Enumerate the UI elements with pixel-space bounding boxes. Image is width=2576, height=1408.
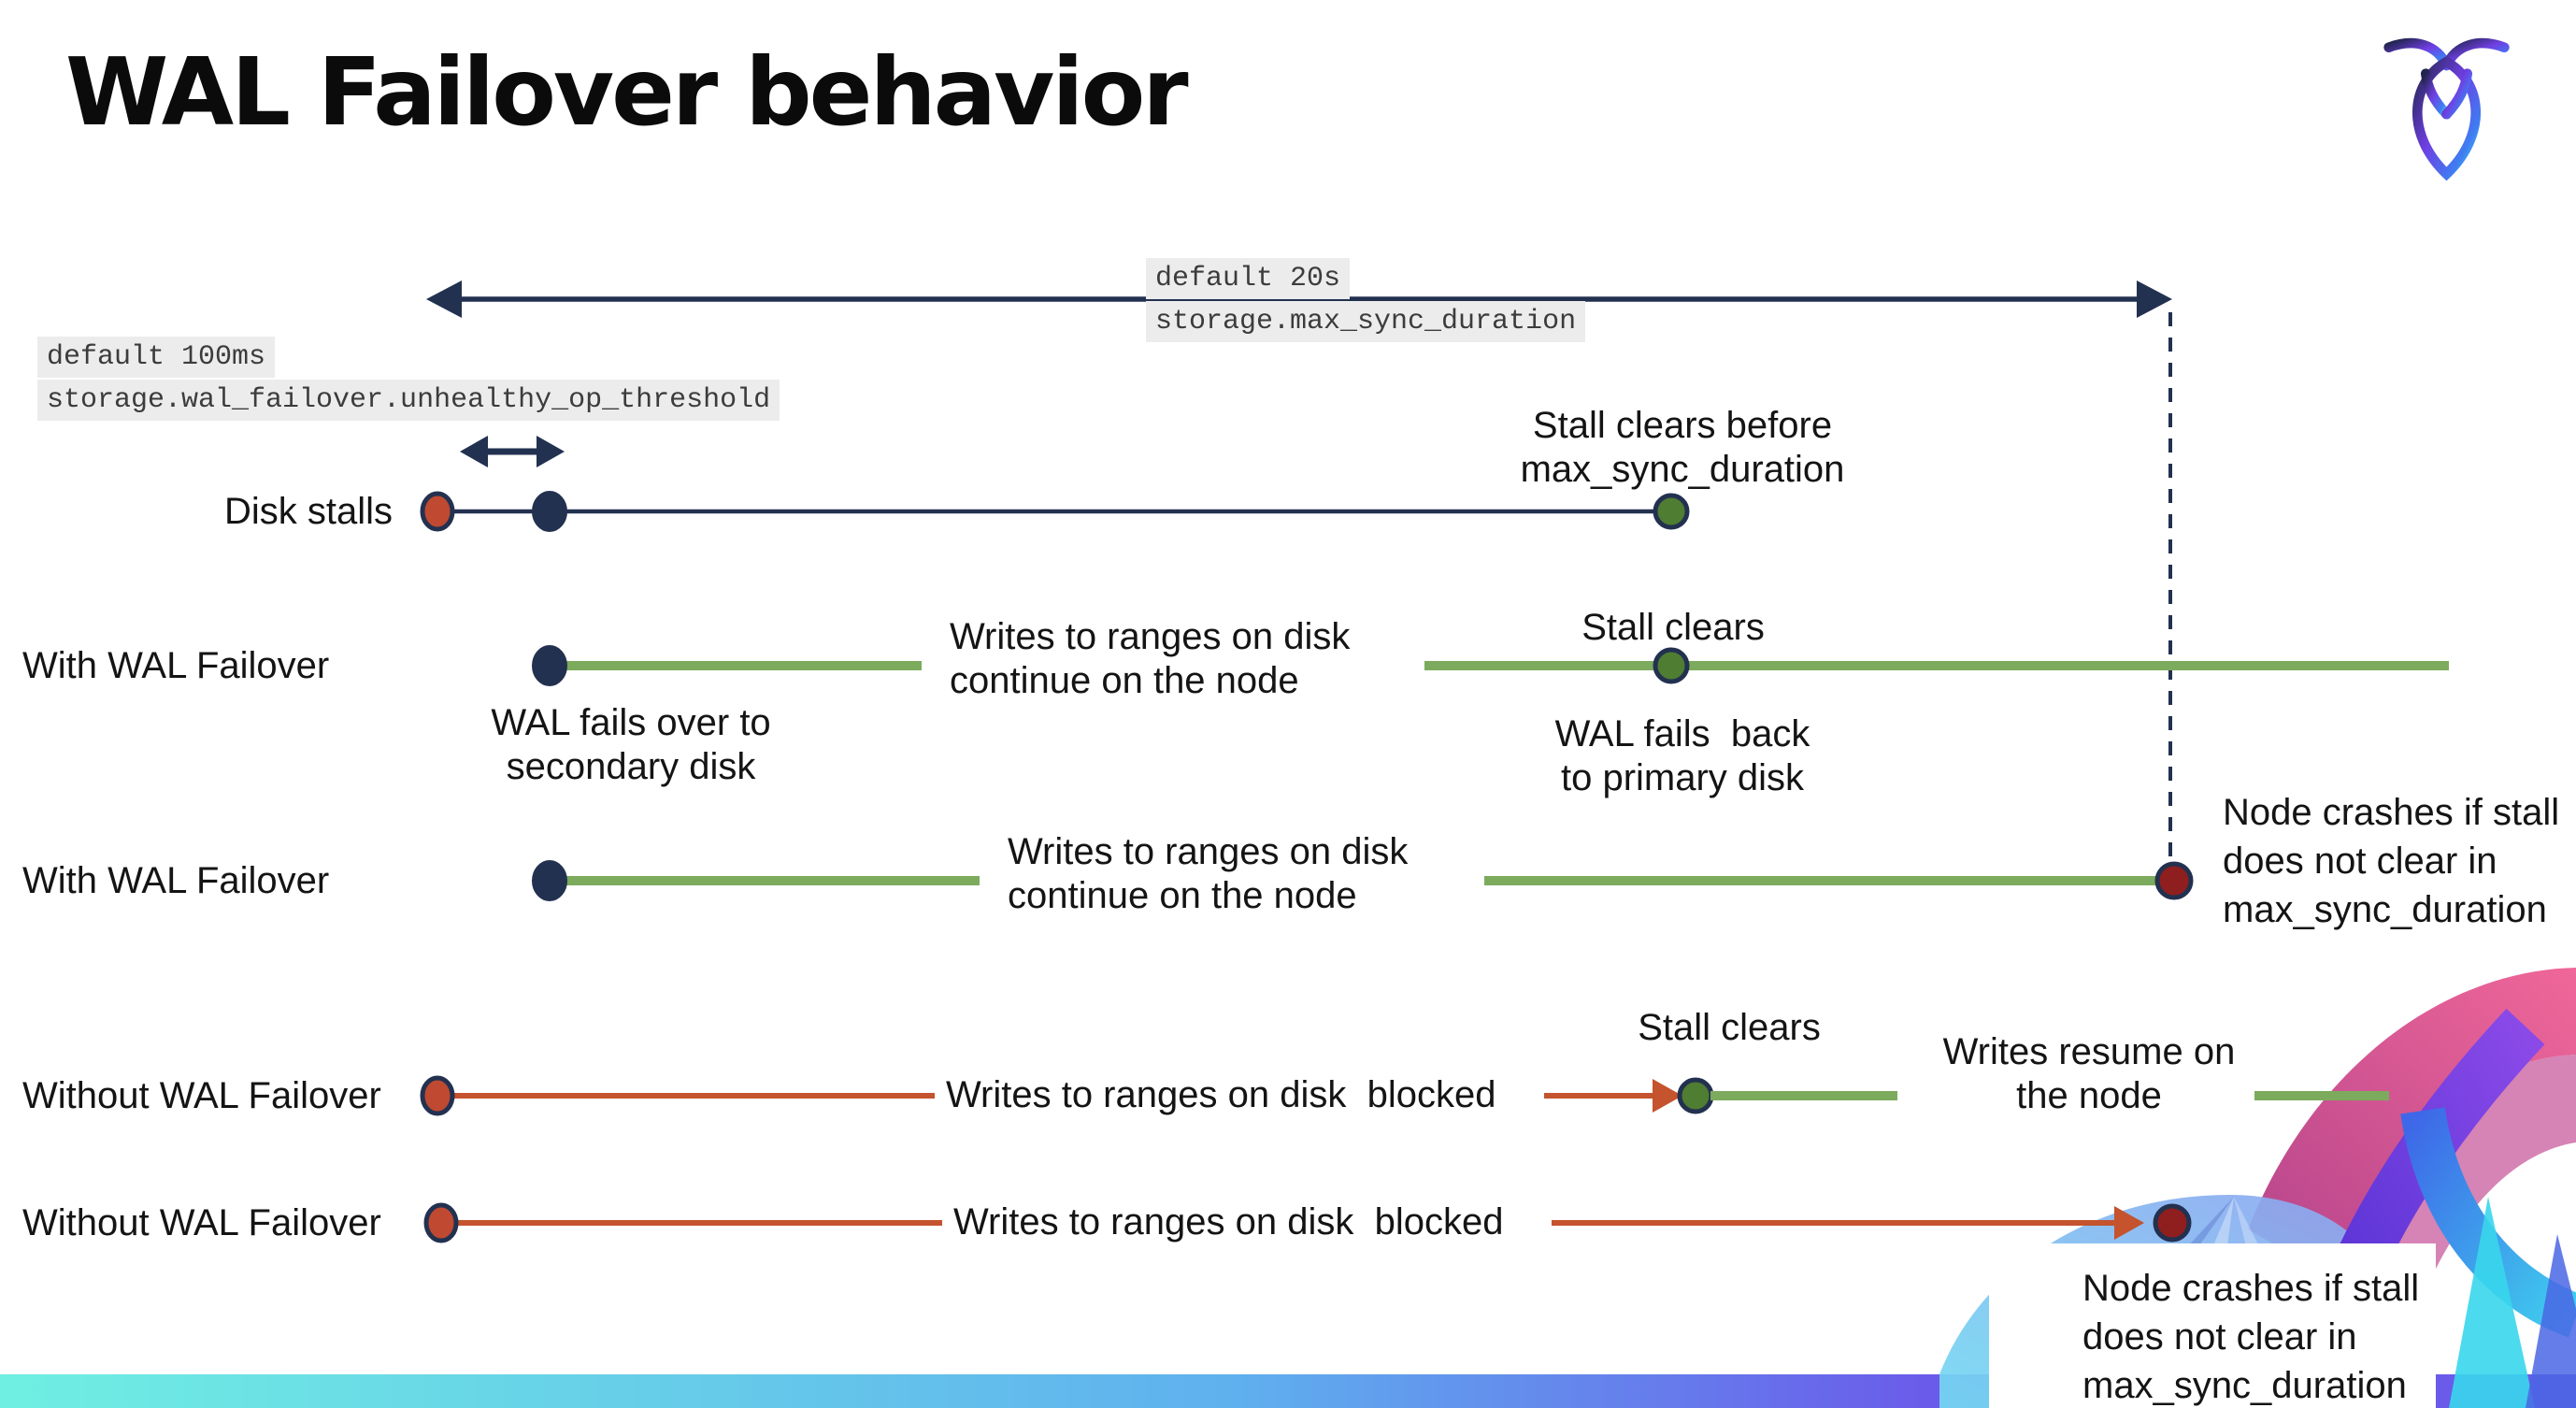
row-label-disk-stalls: Disk stalls [224,491,394,532]
failover-dot [532,860,567,901]
anno-writes-blocked-2: Writes to ranges on disk blocked [953,1201,1504,1243]
art-cyan-leg [2449,1197,2535,1408]
unhealthy-op-default-value: default 100ms [37,337,276,378]
arrowhead-right-icon [2137,280,2172,318]
arrowhead-left-icon [426,280,462,318]
arrowhead-right-icon [537,436,565,467]
stall-start-dot [420,1075,455,1116]
anno-writes-continue-1: Writes to ranges on disk continue on the… [950,616,1351,701]
anno-stall-clears-before: Stall clears before max_sync_duration [1520,405,1845,490]
cockroachdb-logo-icon [2383,37,2510,181]
row-label-with-wal-failover-2: With WAL Failover [22,860,330,901]
row-label-without-wal-failover-2: Without WAL Failover [22,1202,381,1243]
node-crash-dot [2154,861,2194,900]
max-sync-setting-name: storage.max_sync_duration [1146,301,1586,342]
stall-start-dot [420,491,455,532]
stall-start-dot [423,1202,459,1243]
arrowhead-right-icon [1653,1079,1682,1113]
max-sync-default-value: default 20s [1146,258,1351,299]
art-blue-leg [2526,1234,2576,1408]
row-label-with-wal-failover-1: With WAL Failover [22,645,330,686]
anno-writes-blocked-1: Writes to ranges on disk blocked [946,1074,1496,1115]
anno-wal-fails-over: WAL fails over to secondary disk [491,702,771,787]
arrowhead-right-icon [2114,1206,2144,1240]
failover-dot [532,645,567,686]
anno-wal-fails-back: WAL fails back to primary disk [1554,713,1810,798]
unhealthy-op-config-label: default 100ms storage.wal_failover.unhea… [37,337,780,421]
anno-writes-continue-2: Writes to ranges on disk continue on the… [1008,831,1409,916]
max-sync-config-label: default 20s storage.max_sync_duration [1146,258,1586,342]
arrowhead-left-icon [460,436,488,467]
anno-stall-clears-row2: Stall clears [1581,607,1765,648]
unhealthy-op-setting-name: storage.wal_failover.unhealthy_op_thresh… [37,380,780,421]
stall-clears-dot [1653,493,1690,530]
anno-node-crashes-row5: Node crashes if stall does not clear in … [2082,1268,2420,1406]
page-title: WAL Failover behavior [65,37,1189,147]
anno-stall-clears-row4: Stall clears [1638,1007,1821,1048]
anno-writes-resume: Writes resume on the node [1942,1031,2236,1116]
stall-clears-dot [1653,647,1690,684]
node-crash-dot [2153,1203,2192,1243]
threshold-dot [532,491,567,532]
row-label-without-wal-failover-1: Without WAL Failover [22,1075,381,1116]
crash-note-card [1989,1243,2436,1408]
anno-node-crashes-row3: Node crashes if stall does not clear in … [2223,792,2560,930]
stall-clears-dot [1677,1077,1714,1114]
